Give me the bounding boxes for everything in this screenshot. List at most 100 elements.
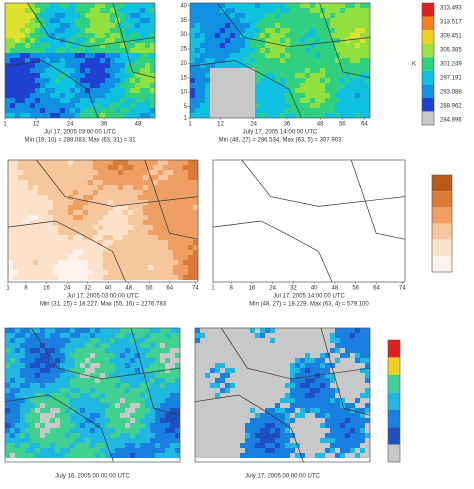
map-cell [155,378,160,383]
map-cell [240,83,245,88]
map-cell [25,88,30,93]
map-cell [80,103,85,108]
map-cell [195,68,200,73]
map-cell [120,48,125,53]
map-cell [265,418,270,423]
map-cell [275,93,280,98]
map-cell [148,195,153,200]
map-cell [168,195,173,200]
map-cell [140,98,145,103]
map-cell [45,413,50,418]
map-cell [245,108,250,113]
map-cell [113,160,118,165]
map-cell [135,408,140,413]
map-cell [345,38,350,43]
map-cell [80,108,85,113]
map-cell [80,343,85,348]
map-cell [193,185,198,190]
map-cell [345,383,350,388]
map-cell [90,413,95,418]
map-cell [83,185,88,190]
map-cell [130,93,135,98]
map-cell [340,333,345,338]
map-cell [340,358,345,363]
map-cell [33,195,38,200]
map-cell [178,230,183,235]
map-cell [125,68,130,73]
map-cell [200,38,205,43]
map-cell [30,93,35,98]
map-cell [178,180,183,185]
map-cell [175,328,180,333]
map-cell [25,18,30,23]
map-cell [5,358,10,363]
map-cell [300,393,305,398]
map-cell [365,103,370,108]
map-cell [320,88,325,93]
map-cell [138,245,143,250]
map-cell [165,383,170,388]
map-cell [175,453,180,458]
map-cell [35,423,40,428]
map-cell [20,333,25,338]
map-cell [105,453,110,458]
map-cell [150,28,155,33]
map-cell [310,38,315,43]
map-cell [113,175,118,180]
map-cell [135,38,140,43]
map-cell [45,328,50,333]
map-cell [310,358,315,363]
map-cell [215,388,220,393]
map-cell [168,265,173,270]
map-cell [80,28,85,33]
map-cell [85,93,90,98]
map-cell [133,185,138,190]
map-cell [285,368,290,373]
map-cell [15,408,20,413]
map-cell [220,38,225,43]
map-cell [100,423,105,428]
map-cell [270,13,275,18]
map-cell [158,185,163,190]
map-cell [145,393,150,398]
map-cell [95,338,100,343]
map-cell [133,200,138,205]
map-cell [320,438,325,443]
map-cell [340,363,345,368]
map-cell [5,448,10,453]
map-cell [230,3,235,8]
map-cell [35,403,40,408]
map-cell [128,240,133,245]
map-cell [120,388,125,393]
map-cell [60,43,65,48]
map-cell [290,93,295,98]
colorbar-swatch [422,16,434,31]
map-cell [193,265,198,270]
map-cell [110,48,115,53]
map-cell [330,53,335,58]
x-tick-label: 16 [43,286,50,292]
map-cell [365,38,370,43]
map-cell [220,113,225,118]
map-cell [240,68,245,73]
map-cell [340,453,345,458]
map-cell [43,200,48,205]
map-cell [73,180,78,185]
map-cell [40,78,45,83]
map-cell [210,8,215,13]
map-cell [225,113,230,118]
map-cell [235,328,240,333]
map-cell [280,403,285,408]
map-cell [135,423,140,428]
map-cell [305,343,310,348]
map-cell [260,428,265,433]
map-cell [148,265,153,270]
map-cell [85,33,90,38]
map-cell [300,113,305,118]
map-cell [55,53,60,58]
map-cell [58,275,63,280]
map-cell [160,438,165,443]
map-cell [295,448,300,453]
map-cell [40,438,45,443]
map-cell [75,113,80,118]
